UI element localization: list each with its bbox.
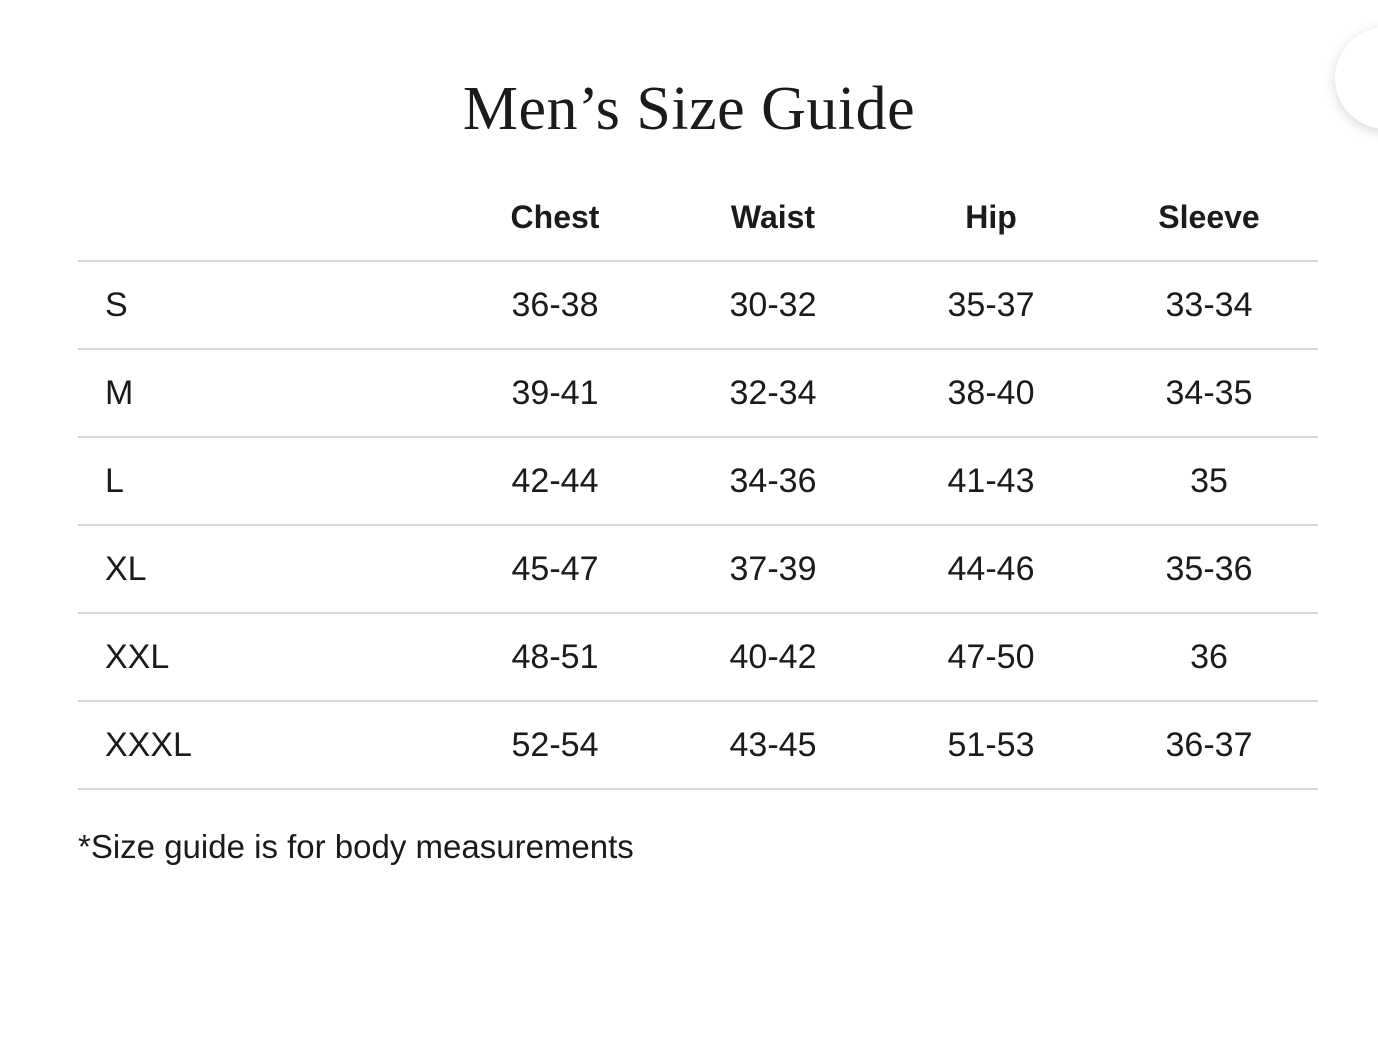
cell-sleeve: 36 (1190, 637, 1228, 676)
table-row: XXXL 52-54 43-45 51-53 36-37 (78, 701, 1318, 789)
table-header: Chest Waist Hip Sleeve (78, 174, 1318, 261)
cell-hip: 35-37 (947, 285, 1035, 324)
size-column-header (78, 174, 446, 261)
table-row: S 36-38 30-32 35-37 33-34 (78, 261, 1318, 349)
table-row: XXL 48-51 40-42 47-50 36 (78, 613, 1318, 701)
column-header-chest: Chest (510, 198, 600, 235)
cell-chest: 45-47 (511, 549, 599, 588)
cell-waist: 37-39 (729, 549, 817, 588)
cell-waist: 32-34 (729, 373, 817, 412)
cell-chest: 52-54 (511, 725, 599, 764)
column-header-hip: Hip (965, 198, 1017, 235)
cell-sleeve: 34-35 (1165, 373, 1253, 412)
size-label: M (105, 373, 134, 412)
table-row: L 42-44 34-36 41-43 35 (78, 437, 1318, 525)
cell-chest: 39-41 (511, 373, 599, 412)
cell-waist: 40-42 (729, 637, 817, 676)
size-guide-table: Chest Waist Hip Sleeve S 36-38 30-32 35-… (78, 174, 1318, 790)
column-header-waist: Waist (730, 198, 816, 235)
cell-sleeve: 35-36 (1165, 549, 1253, 588)
cell-sleeve: 36-37 (1165, 725, 1253, 764)
cell-chest: 42-44 (511, 461, 599, 500)
header-row: Chest Waist Hip Sleeve (78, 174, 1318, 261)
size-label: XXXL (105, 725, 192, 764)
cell-waist: 43-45 (729, 725, 817, 764)
table-row: M 39-41 32-34 38-40 34-35 (78, 349, 1318, 437)
cell-hip: 51-53 (947, 725, 1035, 764)
cell-hip: 38-40 (947, 373, 1035, 412)
cell-chest: 36-38 (511, 285, 599, 324)
cell-waist: 34-36 (729, 461, 817, 500)
cell-sleeve: 35 (1190, 461, 1228, 500)
table-body: S 36-38 30-32 35-37 33-34 M 39-41 32-34 … (78, 261, 1318, 789)
cell-sleeve: 33-34 (1165, 285, 1253, 324)
table-row: XL 45-47 37-39 44-46 35-36 (78, 525, 1318, 613)
cell-hip: 41-43 (947, 461, 1035, 500)
size-label: XXL (105, 637, 170, 676)
size-label: S (105, 285, 128, 324)
size-label: L (105, 461, 124, 500)
cell-hip: 47-50 (947, 637, 1035, 676)
page-title: Men’s Size Guide (462, 75, 916, 143)
cell-chest: 48-51 (511, 637, 599, 676)
footnote: *Size guide is for body measurements (78, 828, 634, 865)
cell-waist: 30-32 (729, 285, 817, 324)
cell-hip: 44-46 (947, 549, 1035, 588)
column-header-sleeve: Sleeve (1158, 198, 1260, 235)
size-label: XL (105, 549, 147, 588)
